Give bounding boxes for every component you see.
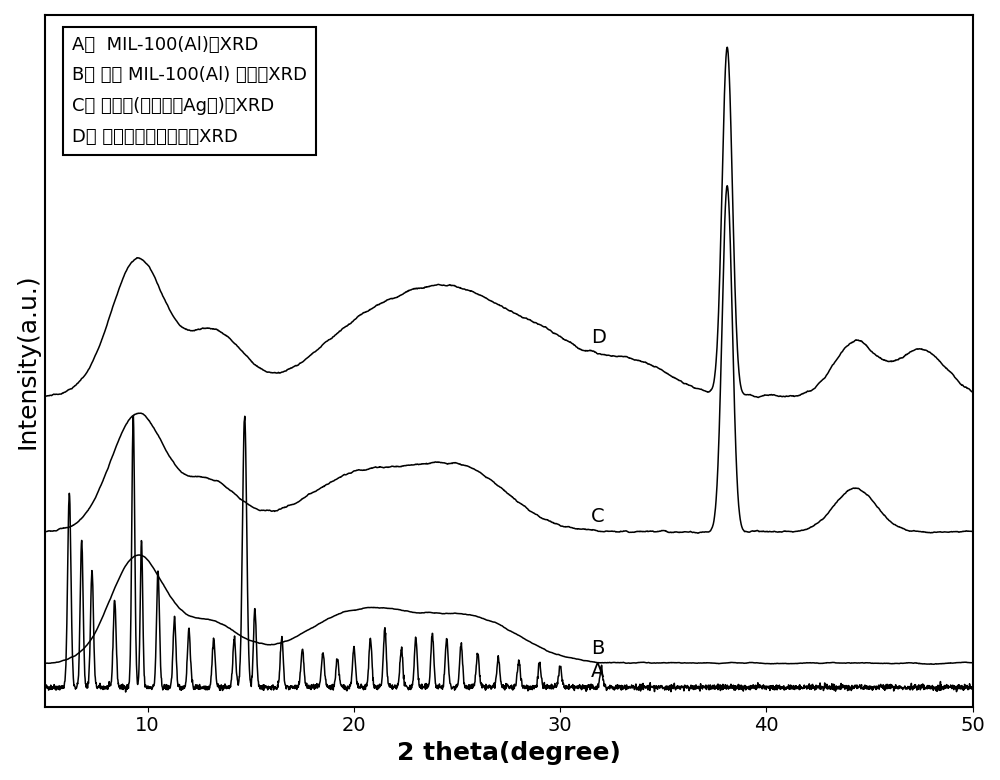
Text: B: B bbox=[591, 639, 604, 658]
Text: C: C bbox=[591, 507, 605, 526]
Text: D: D bbox=[591, 328, 606, 347]
Y-axis label: Intensity(a.u.): Intensity(a.u.) bbox=[15, 273, 39, 448]
Text: A：  MIL-100(Al)的XRD
B： 基于 MIL-100(Al) 的凝胶XRD
C： 催化剂(凝胶负载Ag后)的XRD
D： 催化剂用于降解后的XRD: A： MIL-100(Al)的XRD B： 基于 MIL-100(Al) 的凝胶… bbox=[72, 36, 307, 146]
X-axis label: 2 theta(degree): 2 theta(degree) bbox=[397, 741, 621, 765]
Text: A: A bbox=[591, 661, 604, 681]
